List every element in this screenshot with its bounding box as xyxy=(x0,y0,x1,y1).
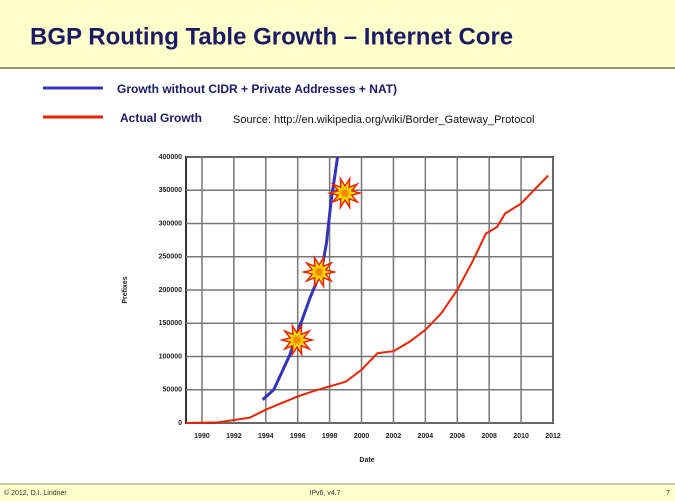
x-tick-label: 2008 xyxy=(481,433,497,440)
x-tick-label: 1994 xyxy=(258,433,274,440)
y-axis-label: Prefixes xyxy=(122,276,129,303)
footer-center: IPv6, v4.7 xyxy=(309,490,340,497)
footer-bar xyxy=(0,484,675,501)
y-tick-label: 250000 xyxy=(159,254,182,261)
starburst-core xyxy=(338,186,352,200)
x-tick-label: 2004 xyxy=(418,433,434,440)
legend-label: Actual Growth xyxy=(120,111,202,125)
y-tick-label: 100000 xyxy=(159,353,182,360)
series-line xyxy=(261,156,340,401)
legend-label: Growth without CIDR + Private Addresses … xyxy=(117,82,397,96)
starburst-core xyxy=(312,265,326,279)
x-tick-label: 2000 xyxy=(354,433,370,440)
x-tick-label: 1996 xyxy=(290,433,306,440)
x-tick-label: 1998 xyxy=(322,433,338,440)
footer-left: © 2012, D.I. Lindner xyxy=(4,489,67,497)
slide-title: BGP Routing Table Growth – Internet Core xyxy=(30,23,513,50)
y-tick-label: 400000 xyxy=(159,154,182,161)
source: Source: http://en.wikipedia.org/wiki/Bor… xyxy=(233,114,534,126)
y-tick-label: 300000 xyxy=(159,220,182,227)
y-tick-label: 150000 xyxy=(159,320,182,327)
starburst-core xyxy=(290,333,304,347)
title-bar xyxy=(0,0,675,68)
series-line xyxy=(185,174,549,424)
x-axis-label: Date xyxy=(359,457,374,464)
x-tick-label: 2010 xyxy=(513,433,529,440)
y-tick-label: 0 xyxy=(178,420,182,427)
y-tick-label: 350000 xyxy=(159,187,182,194)
footer-right: 7 xyxy=(666,490,670,497)
y-tick-label: 200000 xyxy=(159,287,182,294)
x-tick-label: 2002 xyxy=(386,433,402,440)
y-tick-label: 50000 xyxy=(163,387,183,394)
x-tick-label: 2006 xyxy=(449,433,465,440)
x-tick-label: 1990 xyxy=(194,433,210,440)
x-tick-label: 2012 xyxy=(545,433,561,440)
x-tick-label: 1992 xyxy=(226,433,242,440)
